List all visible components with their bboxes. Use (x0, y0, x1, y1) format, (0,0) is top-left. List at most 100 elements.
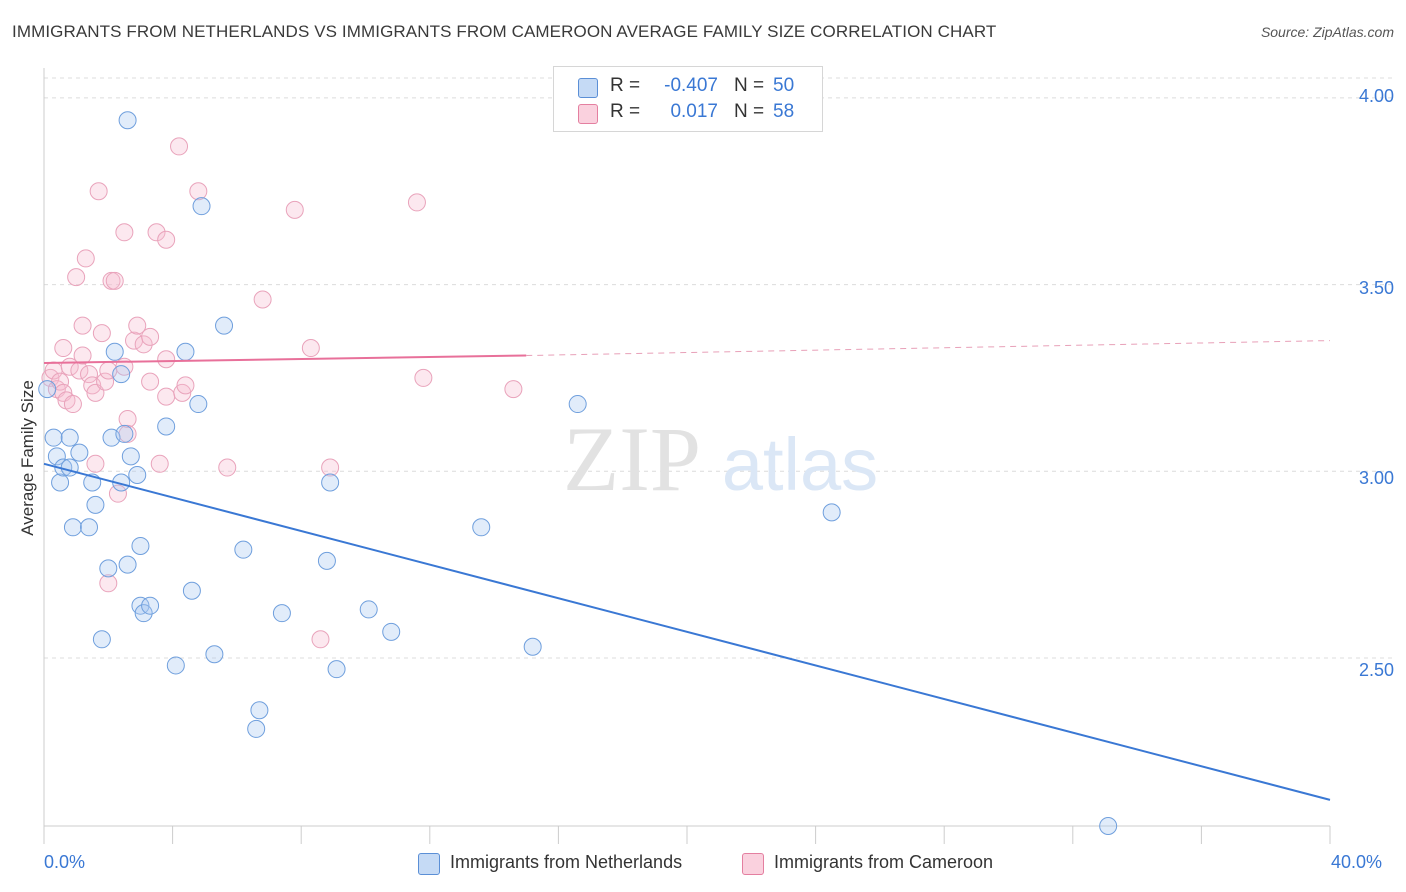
point-cameroon (73, 316, 92, 335)
point-netherlands (141, 596, 160, 615)
point-cameroon (80, 365, 99, 384)
point-cameroon (89, 182, 108, 201)
point-cameroon (134, 335, 153, 354)
point-cameroon (147, 223, 166, 242)
n-label: N = (734, 101, 765, 122)
point-netherlands (121, 447, 140, 466)
point-cameroon (105, 271, 124, 290)
point-cameroon (176, 376, 195, 395)
cameroon-legend-label: Immigrants from Cameroon (774, 852, 994, 872)
x-tick-max: 40.0% (1331, 852, 1383, 872)
chart-title: IMMIGRANTS FROM NETHERLANDS VS IMMIGRANT… (12, 22, 997, 41)
point-cameroon (157, 350, 176, 369)
n-value: 50 (773, 75, 795, 96)
point-cameroon (170, 137, 189, 156)
point-cameroon (92, 324, 111, 343)
point-netherlands (176, 342, 195, 361)
point-cameroon (118, 409, 137, 428)
trend-line-netherlands (43, 462, 1331, 801)
point-cameroon (218, 458, 237, 477)
n-value: 58 (773, 101, 795, 122)
y-tick-3-50: 3.50 (1358, 278, 1394, 298)
trend-line-cameroon (43, 354, 527, 364)
point-netherlands (131, 536, 150, 555)
netherlands-legend-label: Immigrants from Netherlands (450, 852, 683, 872)
point-netherlands (215, 316, 234, 335)
point-netherlands (182, 581, 201, 600)
point-netherlands (134, 604, 153, 623)
grid-lines (44, 77, 1392, 659)
point-netherlands (70, 443, 89, 462)
point-netherlands (472, 518, 491, 537)
cameroon-swatch (578, 104, 598, 124)
watermark-atlas: atlas (722, 423, 878, 506)
point-netherlands (822, 503, 841, 522)
point-netherlands (157, 417, 176, 436)
point-cameroon (54, 339, 73, 358)
point-netherlands (317, 551, 336, 570)
correlation-legend: R = -0.407 N = 50 R = 0.017 N = 58 (553, 66, 823, 132)
point-netherlands (128, 466, 147, 485)
axes (43, 68, 1331, 844)
point-cameroon (86, 454, 105, 473)
point-netherlands (51, 473, 70, 492)
point-netherlands (247, 719, 266, 738)
point-cameroon (157, 387, 176, 406)
x-tick-min: 0.0% (44, 852, 86, 872)
point-cameroon (141, 327, 160, 346)
y-tick-3-00: 3.00 (1358, 468, 1394, 488)
trend-line-cameroon-extension (526, 340, 1331, 357)
series-netherlands-points (38, 111, 1118, 835)
trend-lines (43, 340, 1331, 801)
point-netherlands (118, 111, 137, 130)
y-tick-4-00: 4.00 (1358, 86, 1394, 106)
point-netherlands (359, 600, 378, 619)
point-cameroon (76, 249, 95, 268)
point-netherlands (118, 555, 137, 574)
point-cameroon (189, 182, 208, 201)
point-cameroon (96, 372, 115, 391)
point-netherlands (272, 604, 291, 623)
point-netherlands (60, 428, 79, 447)
point-netherlands (189, 395, 208, 414)
point-cameroon (285, 200, 304, 219)
point-netherlands (63, 518, 82, 537)
point-cameroon (321, 458, 340, 477)
point-cameroon (99, 574, 118, 593)
point-netherlands (321, 473, 340, 492)
r-value: -0.407 (664, 75, 718, 96)
point-netherlands (44, 428, 63, 447)
point-netherlands (38, 380, 57, 399)
y-tick-2-50: 2.50 (1358, 660, 1394, 680)
point-netherlands (115, 424, 134, 443)
netherlands-swatch (578, 78, 598, 98)
point-cameroon (301, 339, 320, 358)
source-label: Source: ZipAtlas.com (1260, 24, 1394, 40)
point-netherlands (86, 495, 105, 514)
point-netherlands (1099, 817, 1118, 835)
point-netherlands (92, 630, 111, 649)
point-netherlands (99, 559, 118, 578)
watermark-zip: ZIP (563, 408, 701, 510)
point-netherlands (60, 458, 79, 477)
point-netherlands (80, 518, 99, 537)
r-value: 0.017 (670, 101, 718, 122)
point-netherlands (234, 540, 253, 559)
n-label: N = (734, 75, 765, 96)
point-cameroon (108, 484, 127, 503)
point-netherlands (192, 197, 211, 216)
point-netherlands (112, 365, 131, 384)
point-cameroon (67, 268, 86, 287)
point-cameroon (157, 230, 176, 249)
point-cameroon (128, 316, 147, 335)
point-cameroon (141, 372, 160, 391)
netherlands-legend-swatch (418, 853, 440, 875)
point-netherlands (47, 447, 66, 466)
point-netherlands (105, 342, 124, 361)
r-label: R = (610, 101, 641, 122)
point-netherlands (327, 660, 346, 679)
point-netherlands (523, 637, 542, 656)
point-cameroon (414, 368, 433, 387)
point-cameroon (150, 454, 169, 473)
